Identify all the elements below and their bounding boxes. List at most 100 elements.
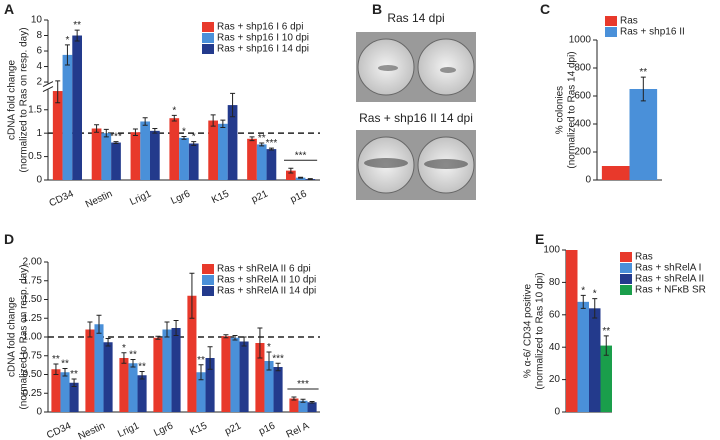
error-bar	[298, 176, 304, 179]
bar	[137, 375, 147, 412]
y-tick-label: 1.50	[23, 294, 43, 305]
legend-swatch	[620, 263, 632, 273]
y-tick-label: 80	[549, 277, 561, 288]
error-bar	[259, 142, 265, 147]
error-bar	[139, 371, 145, 380]
significance: *	[65, 35, 69, 46]
error-bar	[181, 135, 187, 140]
x-tick-label: p21	[223, 420, 243, 437]
error-bar	[223, 334, 229, 339]
error-bar	[640, 76, 646, 102]
y-tick-label: 600	[574, 91, 591, 102]
y-tick-label: 40	[549, 342, 561, 353]
significance: **	[197, 355, 205, 366]
error-bar	[164, 321, 170, 338]
bar	[577, 301, 589, 412]
significance: *	[581, 285, 585, 296]
error-bar	[268, 147, 274, 151]
x-tick-label: p16	[257, 420, 277, 437]
error-bar	[288, 167, 294, 174]
significance: ***	[295, 150, 307, 161]
y-axis-title: cDNA fold change	[7, 60, 18, 140]
significance: *	[192, 132, 196, 143]
bar	[52, 91, 63, 180]
bar	[62, 54, 73, 180]
bar	[72, 35, 82, 181]
error-bar	[300, 398, 306, 403]
error-bar	[603, 335, 609, 356]
error-bar	[309, 401, 315, 404]
error-bar	[210, 114, 216, 127]
y-tick-label: 0	[585, 175, 591, 186]
y-tick-label: 20	[549, 374, 561, 385]
significance: **	[73, 20, 81, 31]
error-bar	[275, 362, 281, 372]
error-bar	[113, 141, 119, 144]
bar	[153, 337, 163, 412]
y-tick-label: 800	[574, 63, 591, 74]
y-axis-title: cDNA fold change	[7, 297, 18, 377]
significance: ***	[272, 353, 284, 364]
significance: **	[258, 133, 266, 144]
error-bar	[152, 127, 158, 134]
bar	[162, 329, 172, 412]
y-tick-label: 0	[36, 175, 42, 186]
significance: **	[639, 67, 647, 78]
legend-swatch	[202, 264, 214, 274]
significance: *	[172, 105, 176, 116]
error-bar	[130, 359, 136, 368]
y-tick-label: 10	[31, 15, 43, 26]
y-axis-title: (normalized to Ras 10 dpi)	[535, 272, 546, 389]
y-tick-label: 1	[36, 128, 42, 139]
y-tick-label: 400	[574, 119, 591, 130]
legend-swatch	[202, 22, 214, 32]
y-tick-label: 8	[36, 30, 42, 41]
panel-label: E	[535, 231, 544, 247]
error-bar	[257, 327, 263, 359]
x-tick-label: CD34	[48, 188, 76, 209]
error-bar	[249, 136, 255, 142]
bar	[239, 341, 249, 412]
legend-label: Ras + shp16 II	[620, 27, 685, 38]
legend-label: Ras + shp16 I 6 dpi	[217, 22, 303, 33]
colony	[424, 159, 468, 169]
bar	[273, 367, 283, 412]
error-bar	[230, 92, 236, 118]
error-bar	[87, 321, 93, 338]
axis-break	[43, 83, 53, 90]
legend-label: Ras	[635, 252, 653, 263]
x-tick-label: K15	[210, 188, 231, 206]
significance: ***	[266, 138, 278, 149]
bar	[140, 121, 150, 180]
bar	[566, 250, 578, 412]
x-tick-label: p21	[250, 188, 270, 205]
colony	[440, 67, 456, 73]
bar	[69, 382, 79, 412]
bar	[298, 400, 308, 412]
legend-swatch	[605, 16, 617, 26]
error-bar	[94, 124, 100, 133]
bar	[85, 329, 95, 412]
panel-label: A	[4, 1, 14, 17]
legend-swatch	[202, 275, 214, 285]
error-bar	[121, 352, 127, 364]
error-bar	[592, 298, 598, 319]
error-bar	[71, 378, 77, 387]
error-bar	[173, 320, 179, 336]
legend-label: Ras + shRelA II 6 dpi	[217, 264, 311, 275]
bar	[179, 137, 189, 180]
x-tick-label: Lrig1	[128, 188, 153, 208]
bar	[600, 345, 612, 412]
y-tick-label: 0	[36, 407, 42, 418]
significance: **	[129, 350, 137, 361]
colony	[378, 65, 398, 71]
legend-label: Ras + shRelA II 14 dpi	[217, 286, 316, 297]
y-tick-label: 2.00	[23, 257, 43, 268]
significance: **	[602, 326, 610, 337]
x-tick-label: Lgr6	[152, 420, 175, 439]
x-tick-label: CD34	[45, 420, 73, 440]
x-tick-label: Rel A	[285, 420, 312, 440]
y-tick-label: 100	[543, 245, 560, 256]
image-panel: B Ras 14 dpi Ras + shp16 II 14 dpi	[356, 1, 476, 200]
